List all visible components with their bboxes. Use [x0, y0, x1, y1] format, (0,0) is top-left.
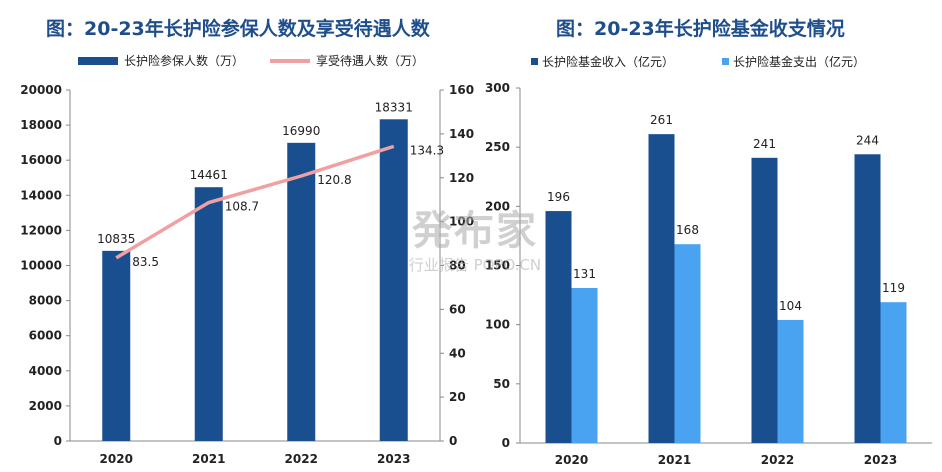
left-chart-y-tick-label: 2000 [29, 399, 62, 413]
left-chart-y-tick-label: 18000 [20, 118, 62, 132]
left-chart-x-tick-label: 2023 [377, 452, 410, 466]
left-chart-y-tick-label: 16000 [20, 153, 62, 167]
left-chart-bar-data-label: 18331 [375, 100, 413, 114]
right-chart-x-tick-label: 2021 [658, 453, 691, 467]
left-chart-line-series [115, 144, 395, 260]
left-chart-legend-label-line: 享受待遇人数（万） [316, 53, 424, 68]
left-chart-title: 图：20-23年长护险参保人数及享受待遇人数 [46, 18, 430, 40]
right-chart-income-data-label: 261 [650, 113, 673, 127]
left-chart-y2-tick-label: 140 [449, 127, 474, 141]
right-chart-y-tick-label: 0 [502, 436, 510, 450]
left-chart-y-tick-label: 12000 [20, 223, 62, 237]
left-chart-y2-tick-label: 160 [449, 83, 474, 97]
right-chart-expense-bar [880, 302, 907, 443]
left-chart-bar [287, 142, 316, 441]
left-chart-line-data-label: 108.7 [225, 200, 259, 214]
left-chart-legend-label-bar: 长护险参保人数（万） [124, 53, 244, 68]
right-chart-legend-swatch-expense [722, 58, 729, 65]
left-chart-line-data-label: 134.3 [410, 143, 444, 157]
right-chart-expense-bar [571, 287, 598, 443]
right-chart-expense-data-label: 131 [573, 267, 596, 281]
left-chart-y-tick-label: 8000 [29, 294, 62, 308]
left-chart-y2-tick-label: 100 [449, 215, 474, 229]
right-chart-title: 图：20-23年长护险基金收支情况 [556, 18, 845, 40]
left-chart-y-tick-label: 6000 [29, 329, 62, 343]
left-chart-y-tick-label: 0 [54, 434, 62, 448]
right-chart-y-tick-label: 250 [485, 140, 510, 154]
left-chart-y-tick-label: 20000 [20, 83, 62, 97]
right-chart-income-data-label: 196 [547, 190, 570, 204]
left-chart-line-data-label: 83.5 [132, 255, 159, 269]
right-chart-income-bar [648, 134, 675, 443]
left-chart-y2-tick-label: 120 [449, 171, 474, 185]
right-chart-expense-bar [674, 244, 701, 443]
right-chart-expense-data-label: 119 [882, 281, 905, 295]
right-chart-income-data-label: 244 [856, 133, 879, 147]
left-chart-bar [194, 187, 223, 441]
left-chart-bar-data-label: 10835 [97, 232, 135, 246]
right-chart-income-bar [854, 154, 881, 443]
right-chart-y-tick-label: 200 [485, 199, 510, 213]
right-chart-y-tick-label: 50 [493, 377, 510, 391]
left-chart-y-tick-label: 14000 [20, 188, 62, 202]
right-chart-expense-data-label: 168 [676, 223, 699, 237]
right-chart-legend-label-expense: 长护险基金支出（亿元） [733, 54, 865, 69]
left-chart-bar-data-label: 14461 [190, 168, 228, 182]
left-chart-y2-tick-label: 0 [449, 434, 457, 448]
left-chart-bar [379, 119, 408, 441]
left-chart-bar-data-label: 16990 [282, 124, 320, 138]
right-chart-legend-swatch-income [531, 58, 538, 65]
right-chart-x-tick-label: 2022 [761, 453, 794, 467]
left-chart-legend-swatch-bar [78, 57, 118, 65]
right-chart-expense-bar [777, 319, 804, 443]
right-chart-legend-label-income: 长护险基金收入（亿元） [542, 54, 674, 69]
right-chart-y-tick-label: 150 [485, 259, 510, 273]
left-chart-y2-tick-label: 40 [449, 346, 466, 360]
left-chart-line-data-label: 120.8 [317, 173, 351, 187]
left-chart-y-tick-label: 4000 [29, 364, 62, 378]
right-chart-y-tick-label: 300 [485, 81, 510, 95]
right-chart-x-tick-label: 2023 [864, 453, 897, 467]
left-chart-y2-tick-label: 60 [449, 302, 466, 316]
left-chart-x-tick-label: 2022 [285, 452, 318, 466]
right-chart-income-bar [545, 211, 572, 443]
left-chart-x-tick-label: 2021 [192, 452, 225, 466]
left-chart-y-tick-label: 10000 [20, 259, 62, 273]
left-chart-y2-tick-label: 80 [449, 259, 466, 273]
left-chart-y2-tick-label: 20 [449, 390, 466, 404]
left-chart-bar [102, 250, 131, 441]
left-chart-x-tick-label: 2020 [100, 452, 133, 466]
right-chart-income-data-label: 241 [753, 137, 776, 151]
right-chart-x-tick-label: 2020 [555, 453, 588, 467]
right-chart-expense-data-label: 104 [779, 299, 802, 313]
right-chart-income-bar [751, 157, 778, 444]
right-chart-y-tick-label: 100 [485, 318, 510, 332]
